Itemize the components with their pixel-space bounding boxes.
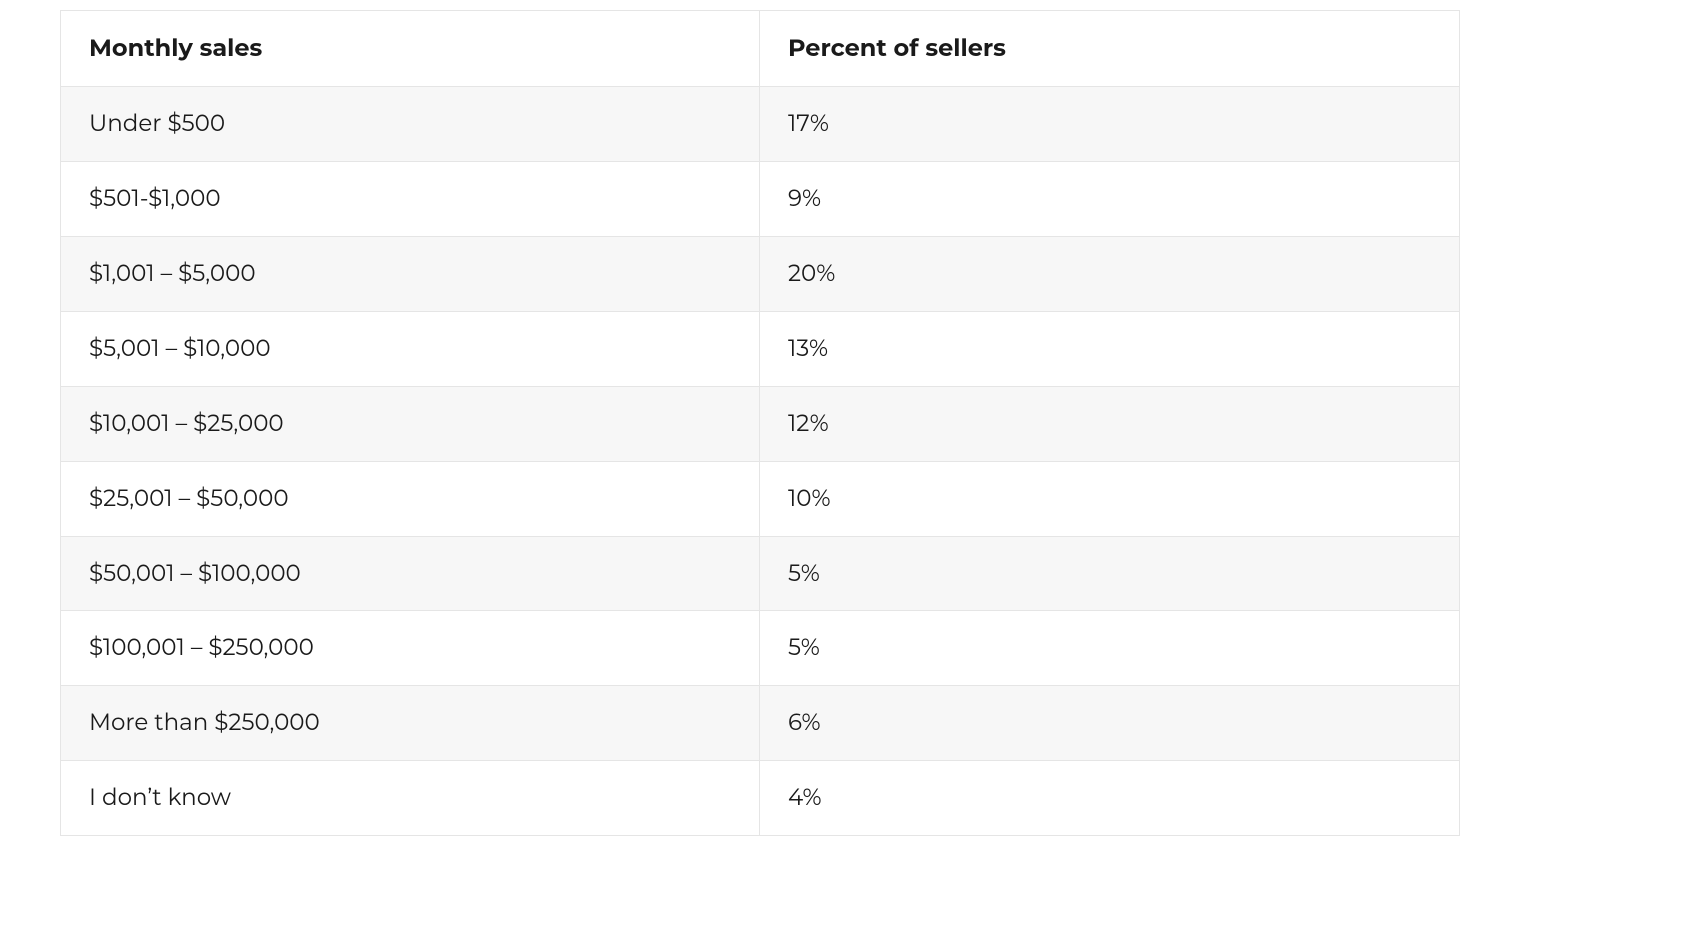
col-header-percent-sellers: Percent of sellers (760, 11, 1459, 87)
cell-sales-range: $10,001 – $25,000 (61, 387, 760, 462)
col-header-monthly-sales: Monthly sales (61, 11, 760, 87)
cell-sales-range: $1,001 – $5,000 (61, 237, 760, 312)
cell-percent: 9% (760, 162, 1459, 237)
cell-percent: 20% (760, 237, 1459, 312)
table-header-row: Monthly sales Percent of sellers (61, 11, 1459, 87)
cell-percent: 13% (760, 312, 1459, 387)
cell-sales-range: $25,001 – $50,000 (61, 462, 760, 537)
cell-sales-range: $501-$1,000 (61, 162, 760, 237)
cell-sales-range: $100,001 – $250,000 (61, 611, 760, 686)
cell-sales-range: I don’t know (61, 761, 760, 835)
table-row: I don’t know 4% (61, 761, 1459, 835)
cell-sales-range: More than $250,000 (61, 686, 760, 761)
table-row: $100,001 – $250,000 5% (61, 611, 1459, 686)
page: Monthly sales Percent of sellers Under $… (0, 0, 1704, 950)
cell-percent: 5% (760, 537, 1459, 612)
table-row: $501-$1,000 9% (61, 162, 1459, 237)
cell-sales-range: $5,001 – $10,000 (61, 312, 760, 387)
table-row: $50,001 – $100,000 5% (61, 537, 1459, 612)
cell-percent: 12% (760, 387, 1459, 462)
table-row: $25,001 – $50,000 10% (61, 462, 1459, 537)
sales-table: Monthly sales Percent of sellers Under $… (60, 10, 1460, 836)
table-row: Under $500 17% (61, 87, 1459, 162)
table-row: $5,001 – $10,000 13% (61, 312, 1459, 387)
table-row: $1,001 – $5,000 20% (61, 237, 1459, 312)
cell-percent: 5% (760, 611, 1459, 686)
cell-percent: 17% (760, 87, 1459, 162)
cell-sales-range: $50,001 – $100,000 (61, 537, 760, 612)
cell-percent: 10% (760, 462, 1459, 537)
table-row: More than $250,000 6% (61, 686, 1459, 761)
cell-sales-range: Under $500 (61, 87, 760, 162)
cell-percent: 4% (760, 761, 1459, 835)
table-row: $10,001 – $25,000 12% (61, 387, 1459, 462)
cell-percent: 6% (760, 686, 1459, 761)
